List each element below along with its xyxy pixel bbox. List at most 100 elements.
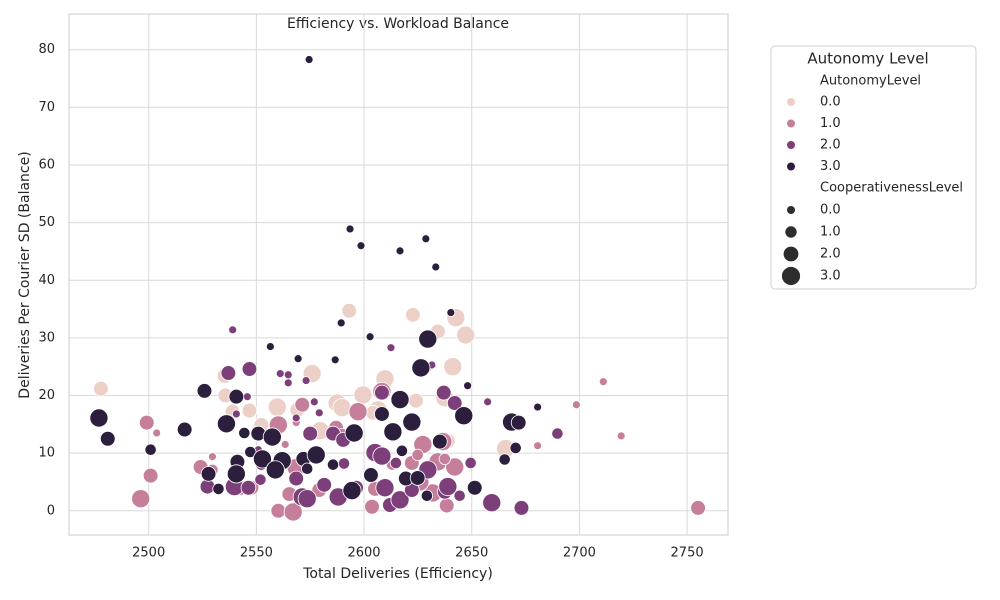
point (418, 329, 438, 349)
point (240, 479, 257, 496)
point (208, 452, 217, 462)
point (326, 458, 340, 471)
point (242, 392, 252, 402)
point (89, 408, 109, 428)
point (365, 332, 375, 342)
point (454, 406, 474, 426)
legend-size-label: 2.0 (820, 247, 841, 262)
point (483, 397, 493, 407)
point (342, 481, 362, 501)
point (283, 502, 303, 522)
point (138, 414, 155, 431)
point (571, 400, 581, 410)
y-tick-label: 0 (47, 503, 55, 518)
point (306, 445, 326, 465)
legend-marker (787, 119, 795, 128)
point (309, 397, 319, 407)
x-axis-label: Total Deliveries (Efficiency) (302, 566, 493, 582)
grid (69, 14, 728, 535)
point (283, 370, 293, 380)
legend-marker (787, 162, 795, 171)
point (336, 318, 346, 328)
point (383, 422, 403, 442)
x-tick-label: 2700 (563, 546, 596, 561)
point (238, 426, 251, 440)
point (421, 234, 431, 244)
point (445, 457, 465, 477)
point (363, 467, 379, 483)
y-tick-label: 40 (38, 273, 55, 288)
point (405, 307, 421, 323)
point (353, 385, 373, 405)
point (337, 457, 351, 470)
point (294, 396, 311, 413)
point (498, 453, 511, 466)
point (389, 456, 403, 470)
legend-size-label: 0.0 (820, 203, 841, 218)
chart-title: Efficiency vs. Workload Balance (287, 16, 509, 32)
point (283, 378, 293, 388)
point (332, 398, 352, 418)
point (438, 477, 458, 497)
point (409, 470, 426, 486)
point (144, 443, 157, 456)
x-tick-label: 2750 (671, 546, 704, 561)
point (386, 343, 396, 353)
point (241, 402, 258, 419)
point (275, 369, 285, 379)
point (99, 430, 116, 447)
legend-size-marker (785, 226, 797, 238)
point (466, 479, 483, 496)
point (420, 489, 434, 502)
y-axis-label: Deliveries Per Courier SD (Balance) (17, 151, 33, 398)
point (297, 489, 317, 509)
plot-frame (68, 13, 729, 536)
point (176, 421, 193, 438)
point (265, 342, 275, 351)
point (374, 406, 390, 422)
point (510, 414, 527, 431)
point (301, 462, 314, 475)
point (390, 490, 410, 510)
point (402, 412, 422, 432)
point (302, 425, 319, 442)
x-tick-label: 2500 (132, 546, 165, 561)
point (252, 449, 272, 469)
point (304, 55, 314, 64)
point (216, 414, 236, 434)
point (152, 428, 162, 438)
legend-size-marker (787, 206, 795, 214)
point (348, 402, 368, 422)
point (431, 262, 441, 272)
point (262, 427, 282, 447)
point (453, 489, 466, 502)
point (226, 464, 246, 484)
point (456, 325, 476, 345)
point (356, 241, 366, 251)
point (690, 500, 706, 516)
point (438, 452, 451, 466)
legend: Autonomy Level AutonomyLevel Cooperative… (770, 45, 977, 290)
point (464, 456, 477, 470)
point (533, 402, 543, 412)
point (291, 413, 301, 423)
x-tick-label: 2650 (455, 546, 488, 561)
legend-box (770, 45, 977, 290)
point (265, 460, 285, 480)
point (200, 466, 217, 482)
legend-size-label: 3.0 (820, 269, 841, 284)
y-tick-label: 20 (38, 388, 55, 403)
size-title: CooperativenessLevel (820, 181, 963, 196)
point (598, 377, 608, 387)
legend-title: Autonomy Level (807, 50, 928, 68)
legend-label: 1.0 (820, 116, 841, 131)
x-tick-label: 2550 (240, 546, 273, 561)
point (372, 446, 392, 466)
point (551, 427, 564, 440)
point (254, 473, 267, 486)
point (345, 224, 355, 234)
point (390, 390, 410, 410)
point (443, 357, 463, 377)
point (267, 397, 287, 417)
